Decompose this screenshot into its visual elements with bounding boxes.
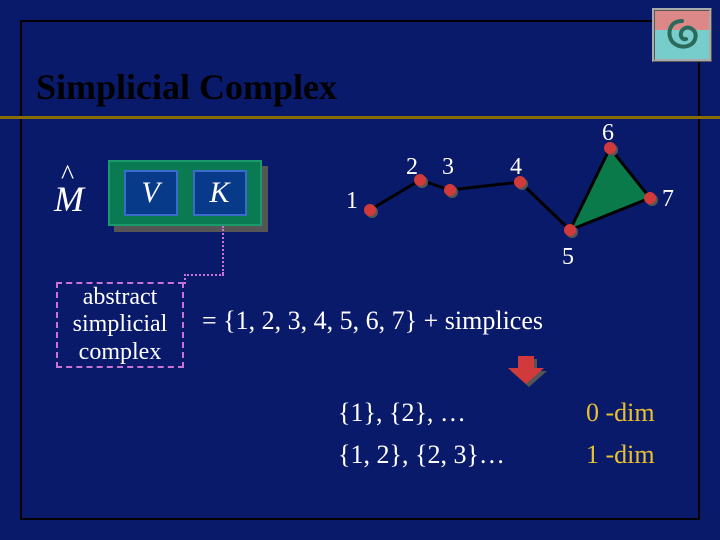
v-box: V [124, 170, 178, 216]
dim-1: 1 -dim [586, 440, 655, 470]
vk-box: V K [108, 160, 262, 226]
abstract-line-1: simplicial [73, 311, 168, 339]
page-title: Simplicial Complex [36, 66, 337, 108]
k-box: K [193, 170, 247, 216]
hat-mark: ^ [61, 160, 74, 192]
vertex-label-4: 4 [510, 154, 522, 181]
equation-text: = {1, 2, 3, 4, 5, 6, 7} + simplices [202, 306, 543, 336]
vertex-label-7: 7 [662, 186, 674, 213]
simplicial-graph: 1234567 [350, 140, 660, 260]
connector-v [222, 226, 224, 274]
title-underline [0, 116, 720, 119]
logo [652, 8, 712, 62]
vertex-label-3: 3 [442, 154, 454, 181]
k-label: K [209, 176, 229, 210]
connector-v2 [184, 274, 186, 284]
connector-h [184, 274, 224, 276]
swirl-icon [662, 15, 702, 55]
graph-svg [350, 140, 660, 260]
abstract-line-2: complex [79, 339, 162, 367]
vertex-label-1: 1 [346, 188, 358, 215]
set-0: {1}, {2}, … [338, 398, 466, 428]
v-label: V [141, 176, 159, 210]
set-1: {1, 2}, {2, 3}… [338, 440, 505, 470]
abstract-line-0: abstract [83, 284, 158, 312]
m-hat-symbol: ^ M [54, 178, 84, 220]
abstract-label: abstract simplicial complex [56, 282, 184, 368]
vertex-label-2: 2 [406, 154, 418, 181]
arrow-down-icon [504, 352, 548, 388]
vertex-label-5: 5 [562, 244, 574, 271]
vertex-label-6: 6 [602, 120, 614, 147]
dim-0: 0 -dim [586, 398, 655, 428]
